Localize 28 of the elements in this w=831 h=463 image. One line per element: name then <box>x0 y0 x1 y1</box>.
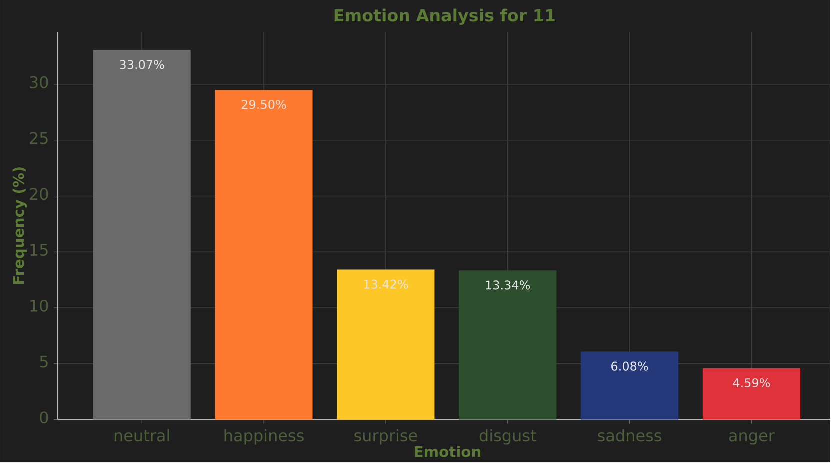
y-tick-label: 15 <box>30 244 48 256</box>
bar <box>93 50 191 420</box>
x-tick-label: disgust <box>480 429 536 445</box>
y-tick-label: 25 <box>30 132 48 144</box>
bar <box>215 90 313 420</box>
x-tick-label: sadness <box>598 429 662 442</box>
x-axis-title: Emotion <box>415 446 480 458</box>
x-tick-label: anger <box>729 432 775 445</box>
y-tick-label: 0 <box>40 412 48 424</box>
data-label: 33.07% <box>120 60 164 70</box>
data-label: 29.50% <box>242 100 286 110</box>
bar <box>702 368 800 420</box>
y-axis-title: Frequency (%) <box>12 168 28 284</box>
y-tick-label: 5 <box>40 356 48 368</box>
chart-title: Emotion Analysis for 11 <box>334 9 555 26</box>
x-tick-label: happiness <box>224 429 304 445</box>
x-tick-label: neutral <box>114 429 170 442</box>
data-label: 13.42% <box>364 280 408 290</box>
x-tick-label: surprise <box>354 429 418 445</box>
data-label: 4.59% <box>733 378 770 388</box>
y-tick-label: 10 <box>30 300 48 312</box>
data-label: 13.34% <box>486 280 530 290</box>
bar <box>581 352 679 420</box>
data-label: 6.08% <box>612 362 648 372</box>
bar <box>337 270 435 420</box>
bar <box>459 270 557 420</box>
y-tick-label: 30 <box>30 76 48 89</box>
y-tick-label: 20 <box>30 188 48 200</box>
